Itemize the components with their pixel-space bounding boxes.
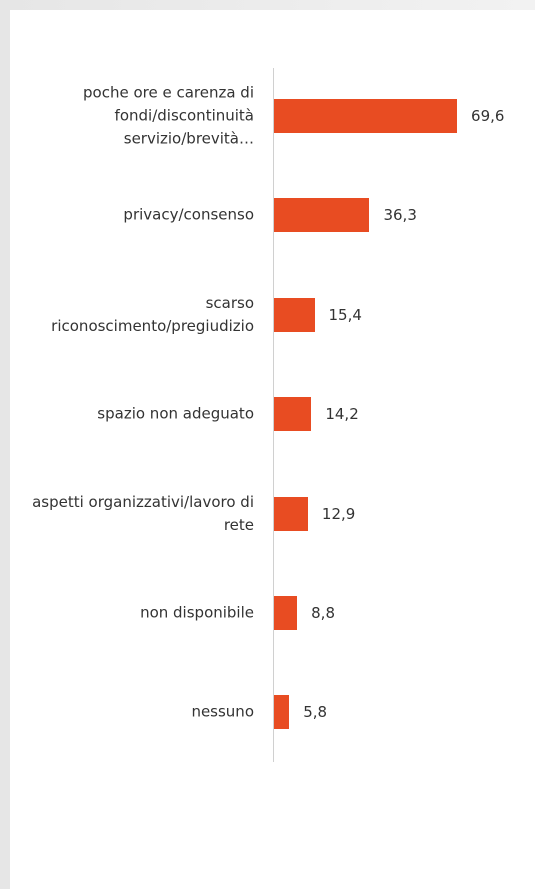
- category-label: privacy/consenso: [123, 205, 254, 224]
- value-label: 5,8: [303, 703, 328, 722]
- value-label: 12,9: [321, 504, 356, 523]
- value-label: 15,4: [328, 305, 362, 324]
- value-label: 69,6: [471, 107, 505, 125]
- value-label: 14,2: [325, 405, 359, 424]
- category-label: spazio non adeguato: [97, 404, 254, 423]
- bar: [274, 496, 308, 531]
- bar: [274, 695, 290, 730]
- bar: [274, 397, 312, 432]
- panel: [10, 10, 535, 889]
- category-label: aspetti organizzativi/lavoro di rete: [32, 492, 254, 534]
- bar: [274, 297, 315, 332]
- bar: [274, 596, 298, 630]
- category-label: non disponibile: [140, 603, 254, 622]
- category-label: poche ore e carenza di fondi/discontinui…: [83, 83, 254, 148]
- category-axis: [273, 68, 274, 762]
- bar: [274, 198, 370, 233]
- category-label: scarso riconoscimento/pregiudizio: [51, 293, 254, 335]
- bar: [274, 99, 458, 133]
- value-label: 36,3: [383, 206, 417, 225]
- value-label: 8,8: [311, 604, 335, 622]
- category-label: nessuno: [191, 702, 254, 721]
